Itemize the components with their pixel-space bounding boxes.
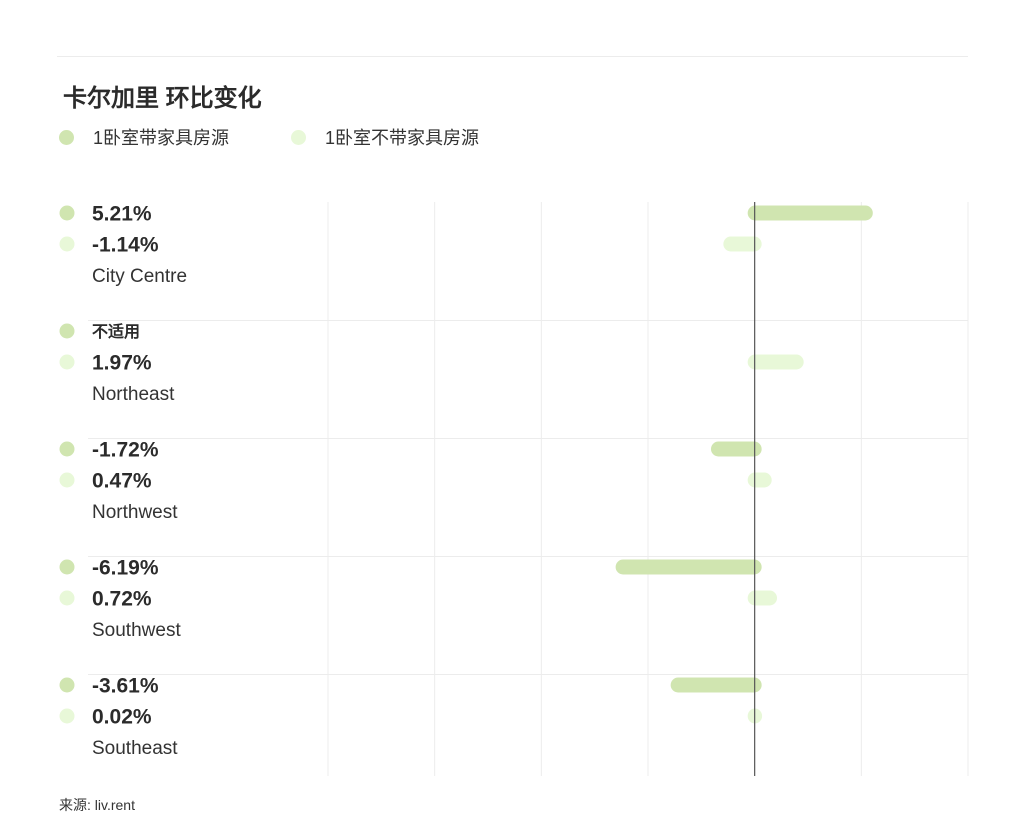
top-divider bbox=[57, 56, 968, 57]
bar-southwest-0 bbox=[615, 559, 762, 575]
series-dot-northeast-0 bbox=[59, 323, 75, 339]
bar-northeast-1 bbox=[747, 354, 804, 370]
series-dot-northeast-1 bbox=[59, 354, 75, 370]
data-label-southeast-1: 0.02% bbox=[92, 706, 152, 729]
legend-label-furnished: 1卧室带家具房源 bbox=[93, 128, 230, 148]
bar-northwest-0 bbox=[710, 441, 762, 457]
source-note: 来源: liv.rent bbox=[59, 797, 135, 813]
category-label-southwest: Southwest bbox=[92, 620, 181, 641]
series-dot-southeast-0 bbox=[59, 677, 75, 693]
category-label-northwest: Northwest bbox=[92, 502, 178, 523]
legend: 1卧室带家具房源 1卧室不带家具房源 bbox=[59, 124, 479, 150]
legend-dot-unfurnished bbox=[291, 129, 307, 145]
data-label-southeast-0: -3.61% bbox=[92, 675, 159, 698]
series-dot-southwest-0 bbox=[59, 559, 75, 575]
legend-dot-furnished bbox=[59, 129, 74, 145]
category-label-city-centre: City Centre bbox=[92, 266, 187, 287]
bar-northwest-1 bbox=[747, 472, 772, 488]
data-label-southwest-0: -6.19% bbox=[92, 557, 159, 580]
bar-southwest-1 bbox=[747, 590, 778, 606]
data-label-city-centre-1: -1.14% bbox=[92, 234, 159, 257]
category-label-southeast: Southeast bbox=[92, 738, 178, 759]
series-dot-southeast-1 bbox=[59, 708, 75, 724]
category-label-northeast: Northeast bbox=[92, 384, 175, 405]
legend-label-unfurnished: 1卧室不带家具房源 bbox=[325, 128, 480, 148]
legend-item-unfurnished[interactable]: 1卧室不带家具房源 bbox=[291, 124, 479, 150]
data-label-northeast-0: 不适用 bbox=[92, 323, 140, 341]
data-label-northeast-1: 1.97% bbox=[92, 352, 152, 375]
series-dot-northwest-0 bbox=[59, 441, 75, 457]
legend-item-furnished[interactable]: 1卧室带家具房源 bbox=[59, 124, 229, 150]
data-label-northwest-1: 0.47% bbox=[92, 470, 152, 493]
series-dot-city-centre-1 bbox=[59, 236, 75, 252]
series-dot-northwest-1 bbox=[59, 472, 75, 488]
series-dot-southwest-1 bbox=[59, 590, 75, 606]
bar-city-centre-1 bbox=[723, 236, 762, 252]
bar-southeast-0 bbox=[670, 677, 762, 693]
series-dot-city-centre-0 bbox=[59, 205, 75, 221]
chart-title: 卡尔加里 环比变化 bbox=[63, 85, 262, 112]
data-label-northwest-0: -1.72% bbox=[92, 439, 159, 462]
data-label-southwest-1: 0.72% bbox=[92, 588, 152, 611]
data-label-city-centre-0: 5.21% bbox=[92, 203, 152, 226]
bar-city-centre-0 bbox=[747, 205, 873, 221]
